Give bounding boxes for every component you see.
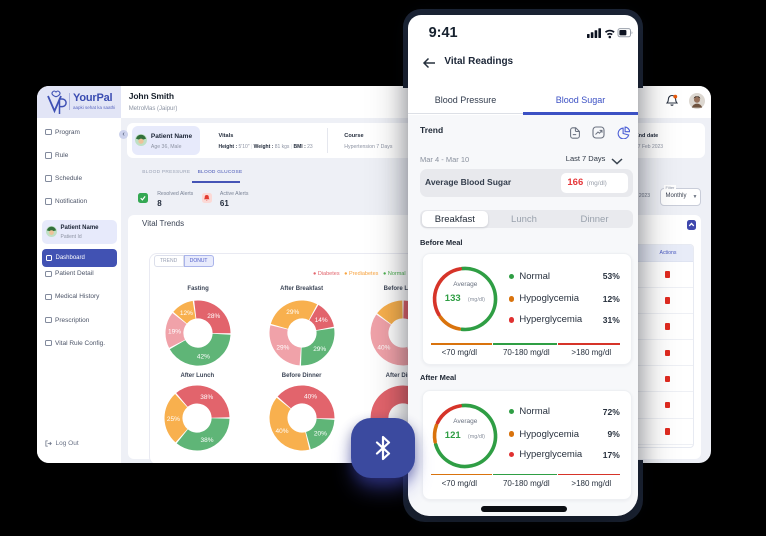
svg-text:29%: 29% (276, 344, 289, 351)
svg-text:28%: 28% (207, 313, 220, 320)
svg-text:14%: 14% (314, 316, 327, 323)
svg-text:12%: 12% (180, 310, 193, 317)
svg-text:29%: 29% (313, 346, 326, 353)
svg-text:42%: 42% (197, 353, 210, 360)
svg-text:38%: 38% (201, 394, 214, 401)
svg-text:40%: 40% (275, 428, 288, 435)
svg-text:20%: 20% (313, 430, 326, 437)
svg-text:25%: 25% (167, 416, 180, 423)
svg-text:38%: 38% (201, 437, 214, 444)
svg-text:19%: 19% (168, 328, 181, 335)
svg-text:40%: 40% (304, 393, 317, 400)
svg-text:40%: 40% (377, 344, 390, 351)
svg-text:29%: 29% (286, 308, 299, 315)
